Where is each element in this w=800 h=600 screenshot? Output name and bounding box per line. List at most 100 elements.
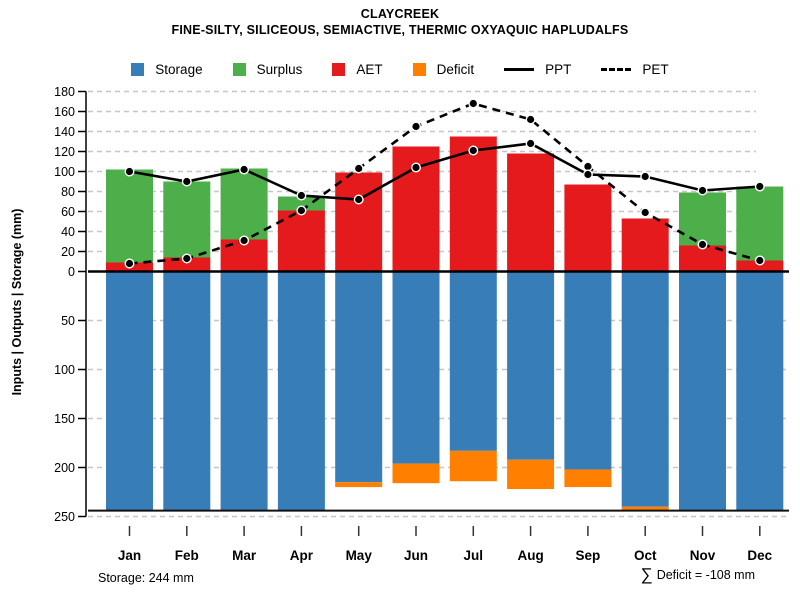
lower-ytick-label-100: 100: [54, 363, 75, 377]
ppt-marker-feb: [181, 176, 192, 187]
upper-ytick-label-140: 140: [54, 125, 75, 139]
bar-deficit-oct: [621, 506, 669, 511]
storage-total-note: Storage: 244 mm: [98, 571, 194, 585]
bar-storage-dec: [736, 271, 784, 511]
pet-marker-dec: [754, 255, 765, 266]
pet-marker-aug: [525, 114, 536, 125]
deficit-total-note: ∑ Deficit = -108 mm: [640, 565, 755, 584]
lower-ytick-label-150: 150: [54, 412, 75, 426]
xtick-label-jun: Jun: [404, 548, 428, 563]
bar-surplus-mar: [220, 168, 268, 240]
xtick-label-jul: Jul: [464, 548, 484, 563]
legend-swatch-surplus: [232, 63, 246, 76]
bar-storage-nov: [679, 271, 726, 511]
y-axis: 0 20 40 60 80 100 120 140 160 180 50 100 150 200 250: [54, 85, 87, 524]
legend-swatch-storage: [131, 63, 145, 76]
bar-storage-jul: [449, 271, 497, 451]
pet-line: [129, 102, 761, 265]
xtick-label-oct: Oct: [634, 548, 657, 563]
upper-ytick-label-0: 0: [68, 265, 75, 279]
bar-surplus-apr: [277, 196, 325, 211]
upper-ytick-label-160: 160: [54, 105, 75, 119]
ppt-marker-jun: [411, 162, 422, 173]
sigma-icon: ∑: [640, 565, 653, 584]
chart-legend: Storage Surplus AET Deficit PPT PET: [0, 62, 800, 77]
legend-item-deficit: Deficit: [412, 62, 475, 77]
upper-ytick-label-80: 80: [61, 185, 75, 199]
bars-deficit: [335, 450, 669, 511]
legend-swatch-aet: [332, 63, 346, 76]
bar-aet-feb: [163, 257, 211, 272]
bars-surplus: [106, 168, 784, 263]
bar-deficit-jul: [449, 450, 497, 482]
xtick-label-nov: Nov: [690, 548, 716, 563]
xtick-label-dec: Dec: [747, 548, 772, 563]
bar-storage-oct: [621, 271, 669, 507]
legend-item-surplus: Surplus: [232, 62, 303, 77]
pet-marker-may: [353, 163, 364, 174]
legend-label-surplus: Surplus: [256, 62, 303, 77]
legend-label-pet: PET: [642, 62, 669, 77]
bar-aet-may: [335, 172, 383, 272]
pet-marker-oct: [640, 207, 651, 218]
bar-deficit-jun: [392, 463, 440, 484]
legend-swatch-deficit: [412, 63, 426, 76]
bar-aet-dec: [736, 260, 784, 272]
legend-label-deficit: Deficit: [436, 62, 475, 77]
upper-ytick-label-180: 180: [54, 85, 75, 99]
bar-storage-mar: [220, 271, 268, 511]
bar-surplus-feb: [163, 181, 211, 258]
upper-ytick-label-20: 20: [61, 245, 75, 259]
bar-surplus-nov: [679, 192, 726, 246]
upper-ytick-label-40: 40: [61, 225, 75, 239]
bar-aet-aug: [507, 153, 555, 272]
pet-marker-feb: [181, 253, 192, 264]
chart-title: CLAYCREEK: [360, 7, 440, 21]
ppt-marker-jan: [124, 166, 135, 177]
chart-subtitle: FINE-SILTY, SILICEOUS, SEMIACTIVE, THERM…: [171, 23, 629, 37]
bar-surplus-dec: [736, 186, 784, 261]
bar-storage-apr: [277, 271, 325, 511]
bar-storage-sep: [564, 271, 612, 470]
upper-ytick-label-120: 120: [54, 145, 75, 159]
pet-marker-nov: [697, 239, 708, 250]
bar-aet-apr: [277, 210, 325, 272]
bar-deficit-aug: [507, 459, 555, 490]
xtick-label-feb: Feb: [175, 548, 199, 563]
ppt-marker-apr: [296, 190, 307, 201]
bar-aet-sep: [564, 184, 612, 272]
bar-storage-jan: [106, 271, 153, 511]
deficit-total-text: Deficit = -108 mm: [656, 568, 755, 582]
bar-aet-oct: [621, 218, 669, 272]
legend-label-storage: Storage: [155, 62, 203, 77]
bar-deficit-may: [335, 482, 383, 488]
xtick-label-sep: Sep: [576, 548, 601, 563]
bar-storage-jun: [392, 271, 440, 464]
ppt-marker-oct: [640, 171, 651, 182]
pet-marker-jul: [468, 98, 479, 109]
ppt-markers: [124, 138, 765, 205]
pet-marker-jan: [124, 258, 135, 269]
xtick-label-aug: Aug: [517, 548, 543, 563]
ppt-marker-mar: [239, 164, 250, 175]
legend-item-pet: PET: [601, 62, 669, 77]
bar-deficit-sep: [564, 469, 612, 488]
pet-marker-apr: [296, 205, 307, 216]
legend-item-storage: Storage: [131, 62, 203, 77]
xtick-label-jan: Jan: [118, 548, 141, 563]
upper-ytick-label-100: 100: [54, 165, 75, 179]
x-axis: Jan Feb Mar Apr May Jun Jul Aug Sep Oct Nov Dec: [118, 526, 773, 563]
ppt-marker-dec: [754, 181, 765, 192]
bar-surplus-jan: [106, 169, 153, 263]
pet-marker-jun: [411, 121, 422, 132]
ppt-marker-sep: [582, 169, 593, 180]
ppt-line: [129, 142, 760, 201]
lower-ytick-label-250: 250: [54, 510, 75, 524]
bars-storage: [106, 271, 784, 511]
ppt-marker-jul: [468, 145, 479, 156]
pet-markers: [124, 98, 765, 269]
xtick-label-apr: Apr: [290, 548, 314, 563]
lower-ytick-label-200: 200: [54, 461, 75, 475]
